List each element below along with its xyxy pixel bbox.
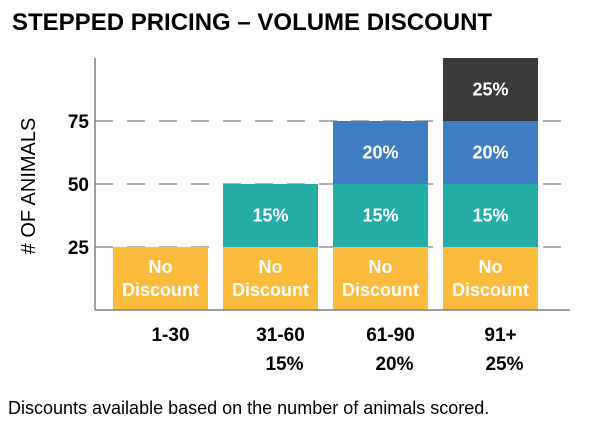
bar-label-2-0-0: No	[369, 257, 393, 277]
bar-label-1-0-1: Discount	[232, 280, 309, 300]
bar-label-1-1-0: 15%	[252, 206, 288, 226]
x-tick-sublabel-3: 25%	[485, 354, 523, 375]
chart-caption: Discounts available based on the number …	[8, 398, 489, 418]
bar-label-3-3-0: 25%	[472, 80, 508, 100]
x-ticks: 1-30 31-60 15% 61-90 20% 91+ 25%	[151, 325, 523, 375]
y-tick-label-25: 25	[68, 238, 90, 259]
bar-segment-2-0	[333, 247, 428, 310]
bar-label-2-1-0: 15%	[362, 206, 398, 226]
chart-title: STEPPED PRICING – VOLUME DISCOUNT	[12, 9, 492, 36]
bar-segment-3-0	[443, 247, 538, 310]
x-tick-label-0: 1-30	[151, 325, 189, 346]
y-tick-label-50: 50	[68, 175, 89, 196]
bar-label-3-2-0: 20%	[472, 143, 508, 163]
bar-label-3-1-0: 15%	[472, 206, 508, 226]
bar-label-1-0-0: No	[259, 257, 283, 277]
x-tick-label-1: 31-60	[256, 325, 305, 346]
y-ticks: 25 50 75	[68, 112, 90, 259]
bars: No Discount No Discount 15% No Discount 15% 20% N…	[113, 58, 538, 310]
bar-label-3-0-1: Discount	[452, 280, 529, 300]
y-tick-label-75: 75	[68, 112, 90, 133]
bar-label-2-2-0: 20%	[362, 143, 398, 163]
x-tick-sublabel-2: 20%	[375, 354, 413, 375]
bar-segment-1-1	[223, 184, 318, 247]
bar-segment-1-0	[223, 247, 318, 310]
bar-segment-2-1	[333, 184, 428, 247]
bar-label-0-0-1: Discount	[122, 280, 199, 300]
y-axis-label: # OF ANIMALS	[18, 118, 40, 255]
x-tick-label-2: 61-90	[366, 325, 415, 346]
bar-segment-3-2	[443, 121, 538, 184]
bar-segment-2-2	[333, 121, 428, 184]
x-tick-sublabel-1: 15%	[265, 354, 303, 375]
bar-label-0-0-0: No	[149, 257, 173, 277]
bar-segment-3-3	[443, 58, 538, 121]
bar-segment-3-1	[443, 184, 538, 247]
bar-label-3-0-0: No	[479, 257, 503, 277]
x-tick-label-3: 91+	[484, 325, 516, 346]
bar-label-2-0-1: Discount	[342, 280, 419, 300]
axes	[94, 58, 570, 311]
bar-segment-0-0	[113, 247, 208, 310]
